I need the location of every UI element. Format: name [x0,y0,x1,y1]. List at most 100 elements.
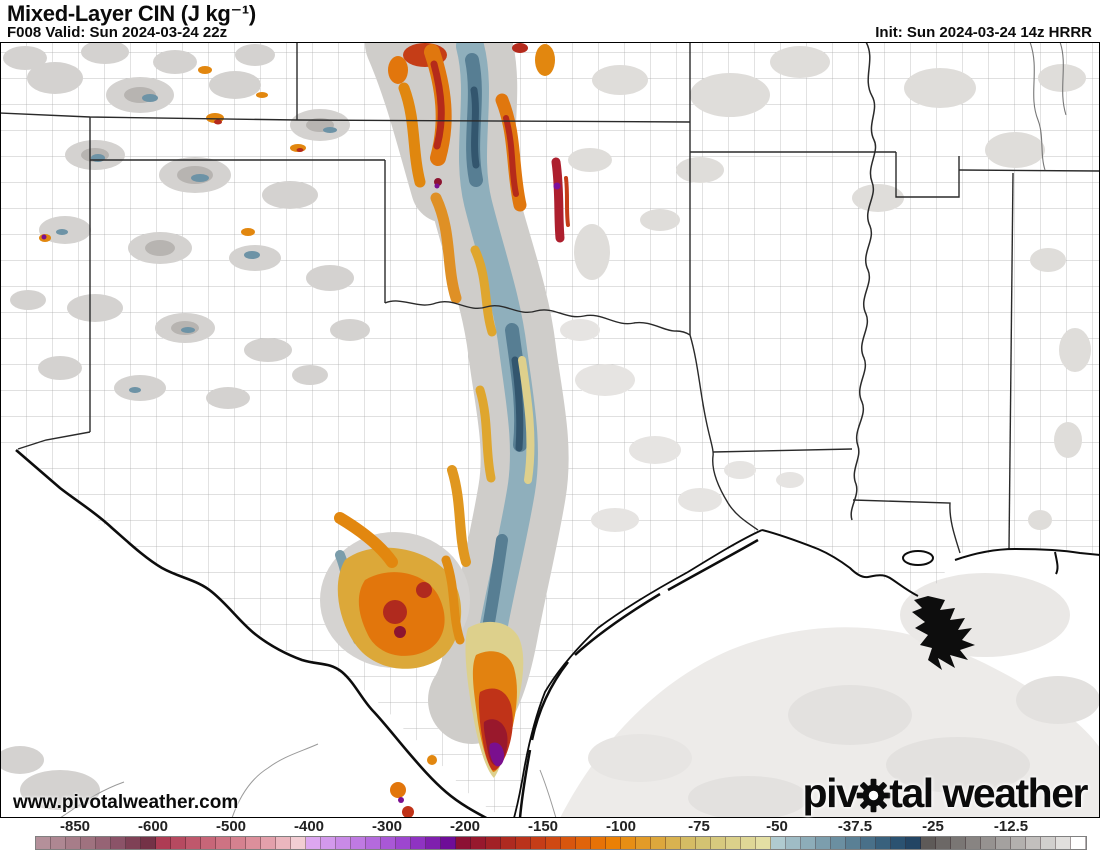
colorbar-cell [366,837,381,849]
colorbar-cell [321,837,336,849]
colorbar-cell [621,837,636,849]
colorbar-cell [561,837,576,849]
colorbar-cell [216,837,231,849]
coastlines [15,449,1099,817]
colorbar-cell [186,837,201,849]
colorbar-cell [81,837,96,849]
colorbar-cell [111,837,126,849]
colorbar-cell [921,837,936,849]
colorbar-cell [171,837,186,849]
colorbar-cell [336,837,351,849]
colorbar [35,836,1087,850]
colorbar-tick: -200 [449,818,481,835]
colorbar-cell [891,837,906,849]
init-time-label: Init: Sun 2024-03-24 14z HRRR [875,24,1092,41]
colorbar-cell [936,837,951,849]
logo-text-post: tal weather [889,770,1088,816]
pivotal-weather-logo: piv tal weather [802,770,1089,817]
colorbar-cell [1071,837,1086,849]
colorbar-cell [261,837,276,849]
colorbar-cell [786,837,801,849]
colorbar-cell [876,837,891,849]
colorbar-cell [1056,837,1071,849]
colorbar-cell [696,837,711,849]
colorbar-cell [381,837,396,849]
colorbar-tick: -100 [605,818,637,835]
colorbar-cell [711,837,726,849]
colorbar-cell [666,837,681,849]
colorbar-cell [156,837,171,849]
colorbar-cell [531,837,546,849]
colorbar-cell [351,837,366,849]
colorbar-cell [606,837,621,849]
colorbar-cell [1041,837,1056,849]
colorbar-cell [51,837,66,849]
colorbar-cell [726,837,741,849]
colorbar-cell [966,837,981,849]
colorbar-cell [141,837,156,849]
watermark: www.pivotalweather.com [13,792,239,813]
colorbar-cell [66,837,81,849]
colorbar-cell [231,837,246,849]
colorbar-cell [1011,837,1026,849]
colorbar-tick: -300 [371,818,403,835]
colorbar-cell [426,837,441,849]
colorbar-tick: -850 [59,818,91,835]
colorbar-cell [636,837,651,849]
colorbar-cell [1026,837,1041,849]
colorbar-cell [456,837,471,849]
colorbar-cell [591,837,606,849]
colorbar-tick: -75 [688,818,710,835]
product-title: Mixed-Layer CIN (J kg⁻¹) [7,1,256,26]
colorbar-cell [996,837,1011,849]
colorbar-tick: -50 [766,818,788,835]
colorbar-cell [441,837,456,849]
colorbar-tick: -37.5 [837,818,873,835]
colorbar-cell [276,837,291,849]
map-canvas[interactable]: www.pivotalweather.com piv tal weather [0,42,1100,818]
colorbar-cell [951,837,966,849]
colorbar-cell [201,837,216,849]
colorbar-cell [471,837,486,849]
gear-icon [857,778,891,813]
colorbar-tick: -12.5 [993,818,1029,835]
header: Mixed-Layer CIN (J kg⁻¹) F008 Valid: Sun… [0,0,1100,42]
colorbar-cell [36,837,51,849]
colorbar-cell [756,837,771,849]
colorbar-cell [246,837,261,849]
colorbar-cell [486,837,501,849]
colorbar-cell [741,837,756,849]
colorbar-cell [291,837,306,849]
colorbar-cell [396,837,411,849]
colorbar-cell [96,837,111,849]
colorbar-cell [681,837,696,849]
logo-text-pre: piv [802,770,859,816]
valid-time-label: F008 Valid: Sun 2024-03-24 22z [7,24,228,41]
colorbar-cell [816,837,831,849]
colorbar-cell [516,837,531,849]
colorbar-cell [126,837,141,849]
colorbar-cell [906,837,921,849]
colorbar-cell [576,837,591,849]
gulf-shading [560,573,1099,817]
colorbar-cell [546,837,561,849]
colorbar-tick: -500 [215,818,247,835]
colorbar-tick: -150 [527,818,559,835]
mexico-borders [60,743,557,817]
colorbar-cell [981,837,996,849]
tennessee-river [1029,43,1067,171]
colorbar-cell [306,837,321,849]
colorbar-strip: -850 -600 -500 -400 -300 -200 -150 -100 -75 -50 -3… [0,818,1100,850]
colorbar-cell [831,837,846,849]
colorbar-ticks: -850 -600 -500 -400 -300 -200 -150 -100 -75 -50 -3… [0,818,1100,835]
colorbar-cell [651,837,666,849]
colorbar-tick: -600 [137,818,169,835]
colorbar-cell [801,837,816,849]
colorbar-tick: -25 [922,818,944,835]
colorbar-cell [846,837,861,849]
state-borders [1,43,1099,554]
colorbar-cell [411,837,426,849]
colorbar-cell [771,837,786,849]
colorbar-cell [501,837,516,849]
